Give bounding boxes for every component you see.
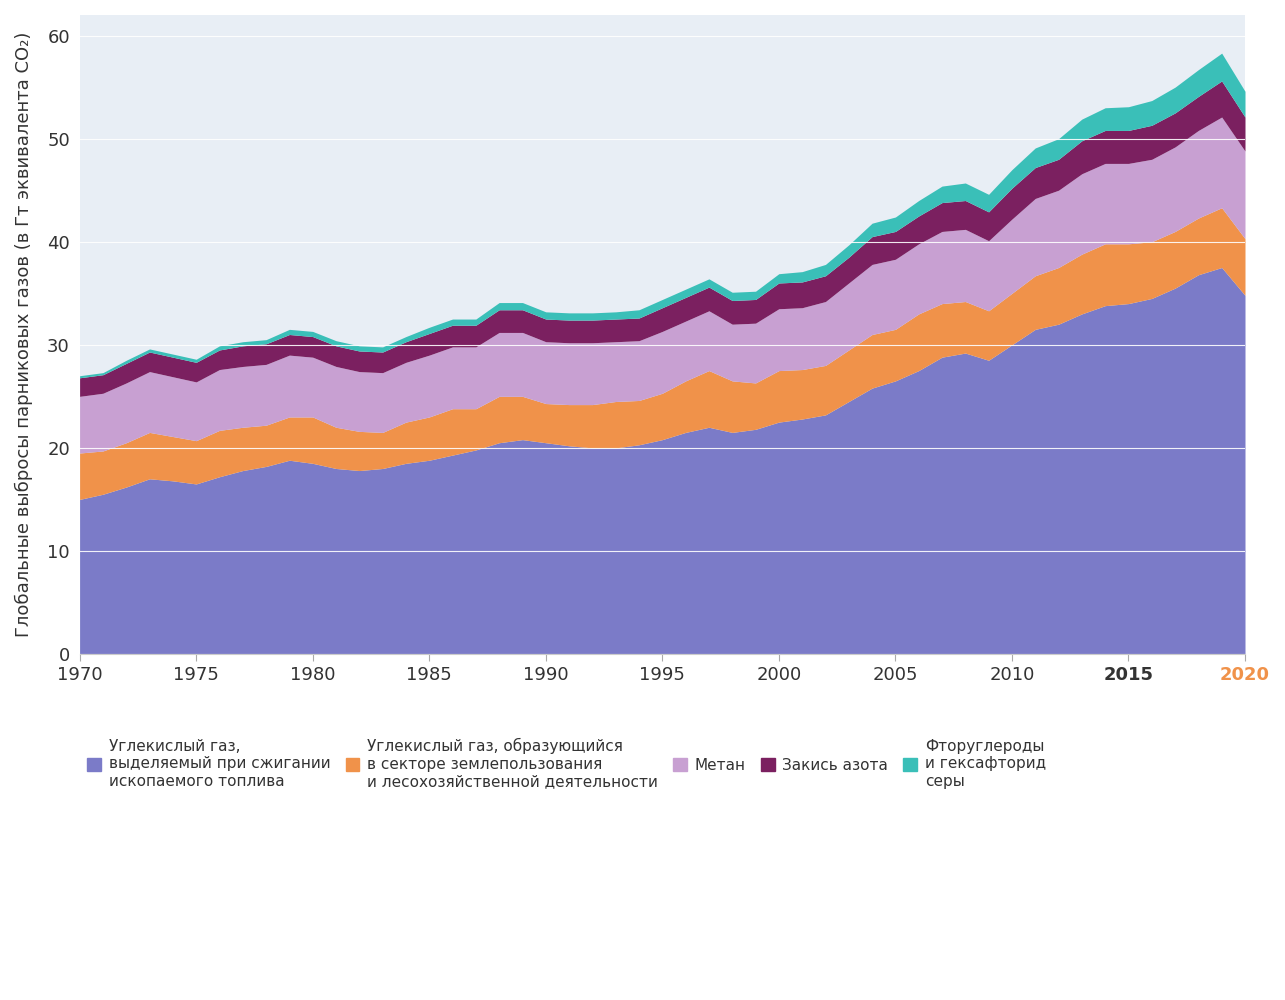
Legend: Углекислый газ,
выделяемый при сжигании
ископаемого топлива, Углекислый газ, обр: Углекислый газ, выделяемый при сжигании …	[87, 738, 1046, 789]
Y-axis label: Глобальные выбросы парниковых газов (в Гт эквивалента CO₂): Глобальные выбросы парниковых газов (в Г…	[15, 32, 33, 637]
